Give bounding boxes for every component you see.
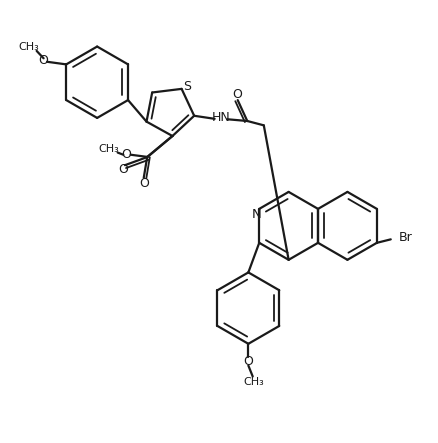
Text: O: O xyxy=(121,148,131,161)
Text: HN: HN xyxy=(212,111,230,124)
Text: CH₃: CH₃ xyxy=(99,144,119,154)
Text: CH₃: CH₃ xyxy=(18,42,39,51)
Text: Br: Br xyxy=(399,231,412,244)
Text: S: S xyxy=(183,80,191,93)
Text: O: O xyxy=(244,355,253,368)
Text: O: O xyxy=(39,54,49,67)
Text: N: N xyxy=(252,209,261,222)
Text: CH₃: CH₃ xyxy=(243,377,264,387)
Text: O: O xyxy=(139,177,148,190)
Text: O: O xyxy=(232,88,242,101)
Text: O: O xyxy=(118,163,128,176)
